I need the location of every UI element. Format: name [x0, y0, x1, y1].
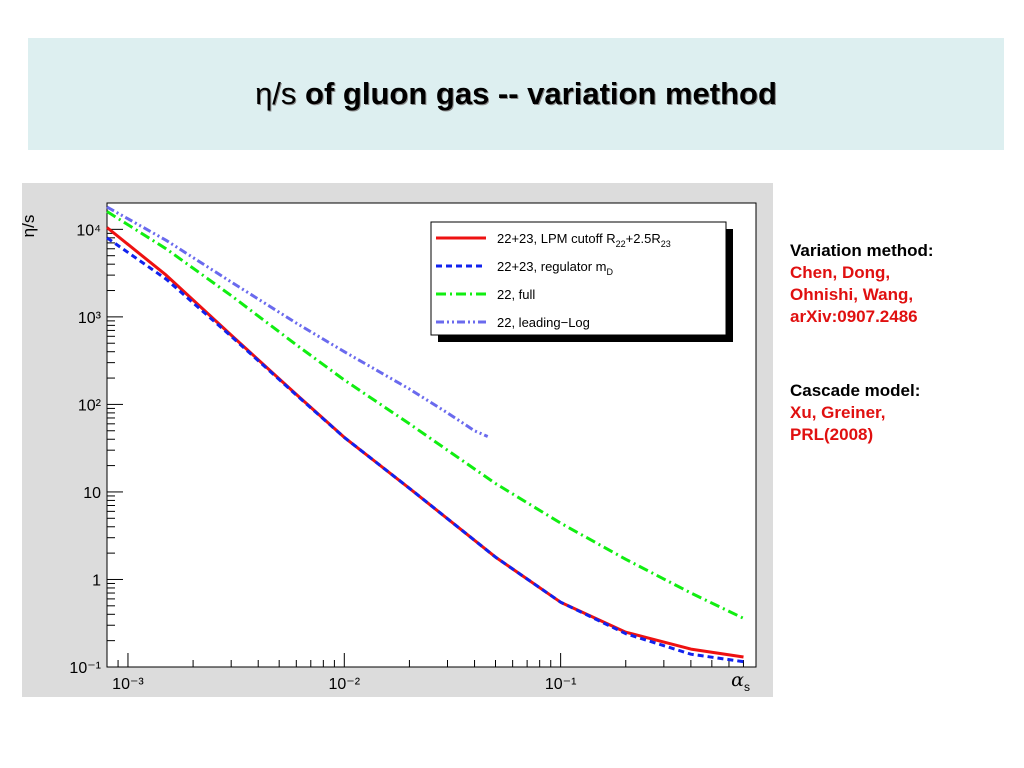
note-heading: Variation method:: [790, 241, 934, 260]
y-axis-label: η/s: [22, 215, 38, 238]
title-symbol: η/s: [255, 76, 297, 111]
series-line-3: [106, 210, 745, 620]
y-tick-label: 10²: [78, 397, 102, 414]
note-heading: Cascade model:: [790, 381, 921, 400]
legend-box: [430, 221, 727, 336]
legend-label: 22+23, regulator mD: [497, 259, 613, 277]
note-reference-line: Xu, Greiner,: [790, 403, 886, 422]
y-tick-label: 10: [83, 485, 101, 502]
slide-title: η/s of gluon gas -- variation method: [28, 76, 1004, 112]
legend-label: 22+23, LPM cutoff R22+2.5R23: [497, 231, 671, 249]
x-tick-label: 10⁻³: [112, 676, 144, 693]
title-text: of gluon gas -- variation method: [305, 76, 777, 111]
note-reference-line: Chen, Dong,: [790, 263, 891, 282]
note-reference-line: arXiv:0907.2486: [790, 307, 918, 326]
series-line-4: [106, 205, 489, 438]
y-tick-label: 10³: [78, 310, 102, 327]
eta-over-s-chart: 10⁻³ 10⁻² 10⁻¹ 10⁻¹ 1 10 10² 10³ 10⁴ 22+23, LPM …: [22, 202, 757, 694]
series-line-2: [106, 236, 744, 664]
x-tick-label: 10⁻¹: [545, 676, 577, 693]
x-axis-label: αs: [731, 669, 750, 694]
note-reference-line: Ohnishi, Wang,: [790, 285, 914, 304]
y-tick-label: 10⁻¹: [69, 660, 101, 677]
y-tick-label: 10⁴: [76, 222, 101, 239]
plot-frame: 10⁻³ 10⁻² 10⁻¹ 10⁻¹ 1 10 10² 10³ 10⁴ 22+23, LPM …: [22, 183, 773, 697]
note-variation-method: Variation method: Chen, Dong, Ohnishi, W…: [790, 240, 1015, 328]
side-notes: Variation method: Chen, Dong, Ohnishi, W…: [790, 240, 1015, 498]
legend-label: 22, full: [497, 287, 535, 302]
y-tick-label: 1: [92, 572, 101, 589]
note-reference-line: PRL(2008): [790, 425, 874, 444]
x-tick-label: 10⁻²: [329, 676, 361, 693]
note-cascade-model: Cascade model: Xu, Greiner, PRL(2008): [790, 380, 1015, 446]
title-banner: η/s of gluon gas -- variation method: [28, 38, 1004, 150]
legend-label: 22, leading−Log: [497, 315, 590, 330]
